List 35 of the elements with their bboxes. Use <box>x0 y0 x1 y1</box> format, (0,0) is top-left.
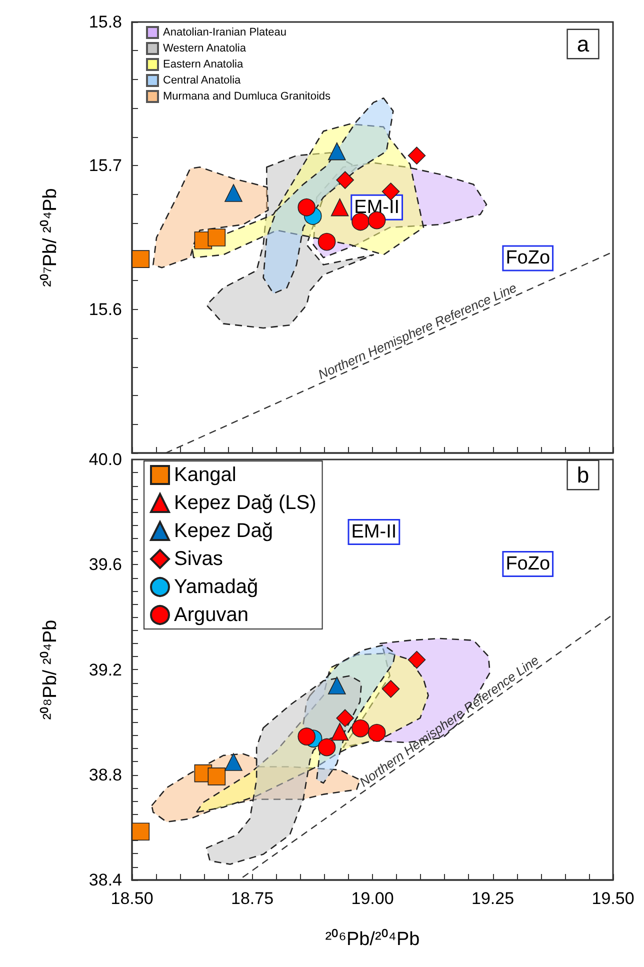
annotation: a <box>576 32 590 56</box>
y-tick-label: 40.0 <box>88 450 122 469</box>
point <box>132 250 150 268</box>
legend-label: Murmana and Dumluca Granitoids <box>163 90 332 102</box>
legend-label: Kepez Dağ (LS) <box>174 492 316 514</box>
y-tick-label: 15.6 <box>88 300 122 319</box>
point <box>132 822 150 841</box>
x-tick-label: 19.00 <box>351 889 394 908</box>
annotation: FoZo <box>506 248 550 269</box>
legend-label: Eastern Anatolia <box>163 58 244 70</box>
annotation: b <box>576 462 590 488</box>
y-tick-label: 15.8 <box>88 12 122 32</box>
legend-label: Sivas <box>174 548 223 570</box>
legend-label: Yamadağ <box>174 576 258 598</box>
x-tick-label: 19.25 <box>471 889 514 908</box>
annotation: FoZo <box>506 554 550 575</box>
legend-label: Anatolian-Iranian Plateau <box>163 26 287 38</box>
legend-label: Arguvan <box>174 604 248 626</box>
legend-label: Central Anatolia <box>163 74 242 86</box>
annotation: EM-II <box>354 196 400 218</box>
y-tick-label: 39.6 <box>88 555 122 574</box>
y-tick-label: 38.8 <box>88 765 122 784</box>
y-axis-title: ²⁰⁸Pb/ ²⁰⁴Pb <box>39 620 61 720</box>
x-tick-label: 19.50 <box>592 889 634 908</box>
x-axis-title: ²⁰⁶Pb/²⁰⁴Pb <box>325 928 420 950</box>
x-tick-label: 18.50 <box>110 889 154 908</box>
legend-label: Kangal <box>174 464 236 486</box>
legend-label: Kepez Dağ <box>174 520 273 542</box>
y-tick-label: 15.7 <box>88 156 122 176</box>
legend-label: Western Anatolia <box>163 42 247 54</box>
x-tick-label: 18.75 <box>230 889 274 908</box>
y-tick-label: 39.2 <box>88 660 122 680</box>
y-tick-label: 38.4 <box>88 870 122 890</box>
y-axis-title: ²⁰⁷Pb/ ²⁰⁴Pb <box>39 188 61 287</box>
annotation: EM-II <box>351 521 397 542</box>
